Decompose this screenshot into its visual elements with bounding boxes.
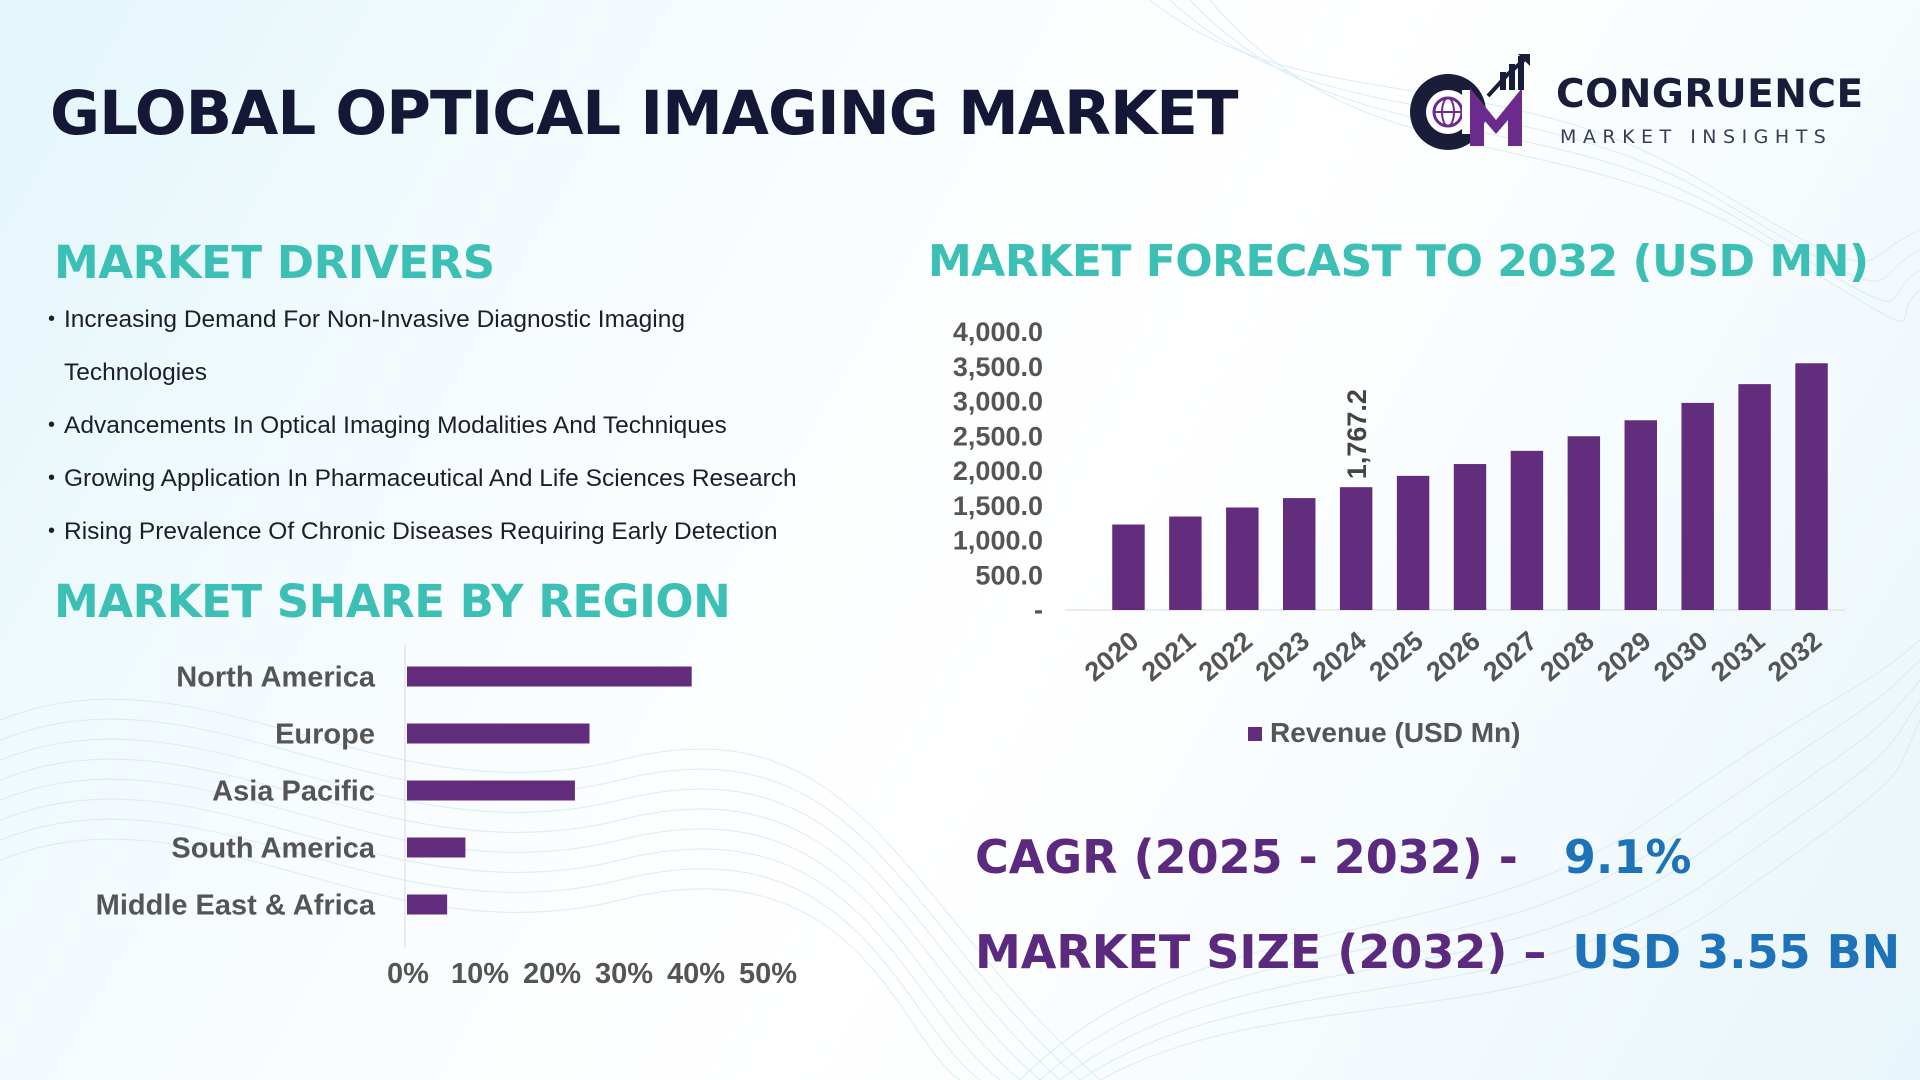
x-tick-label: 20% xyxy=(523,958,581,990)
bar xyxy=(1339,487,1373,610)
drivers-title: MARKET DRIVERS xyxy=(54,236,495,289)
bar xyxy=(407,666,692,687)
logo-tagline: MARKET INSIGHTS xyxy=(1560,126,1833,148)
market-size-kpi: MARKET SIZE (2032) – USD 3.55 BN xyxy=(975,925,1900,979)
y-tick-label: 2,500.0 xyxy=(953,421,1043,451)
y-tick-label: 1,000.0 xyxy=(953,526,1043,556)
cagr-value: 9.1% xyxy=(1563,830,1692,884)
data-label: 1,767.2 xyxy=(1342,389,1372,479)
x-tick-label: 2032 xyxy=(1762,626,1827,688)
y-tick-label: 3,000.0 xyxy=(953,387,1043,417)
x-tick-label: 2025 xyxy=(1364,626,1429,688)
y-tick-label: 1,500.0 xyxy=(953,491,1043,521)
legend-label: Revenue (USD Mn) xyxy=(1270,717,1520,748)
driver-item: Advancements In Optical Imaging Modaliti… xyxy=(48,399,928,452)
bar xyxy=(1624,420,1657,610)
drivers-list: Increasing Demand For Non-Invasive Diagn… xyxy=(48,293,928,558)
bar xyxy=(1795,363,1828,610)
logo-name: CONGRUENCE xyxy=(1556,72,1864,117)
bar xyxy=(1567,436,1601,610)
bar xyxy=(407,780,575,801)
driver-item: Increasing Demand For Non-Invasive Diagn… xyxy=(48,293,824,399)
y-tick-label: 2,000.0 xyxy=(953,456,1043,486)
category-label: South America xyxy=(171,833,375,865)
x-tick-label: 50% xyxy=(739,958,797,990)
bar xyxy=(407,894,448,915)
bar xyxy=(1169,516,1202,610)
driver-item: Growing Application In Pharmaceutical An… xyxy=(48,452,928,505)
category-label: Asia Pacific xyxy=(212,776,375,808)
x-tick-label: 2024 xyxy=(1307,626,1372,688)
x-tick-label: 2031 xyxy=(1705,626,1770,688)
bar xyxy=(1283,498,1316,610)
forecast-title: MARKET FORECAST TO 2032 (USD MN) xyxy=(928,236,1869,287)
x-tick-label: 2027 xyxy=(1477,626,1542,688)
x-tick-label: 40% xyxy=(667,958,725,990)
bar xyxy=(407,837,466,858)
x-tick-label: 2029 xyxy=(1591,626,1656,688)
market-size-label: MARKET SIZE (2032) – xyxy=(975,925,1547,979)
cagr-label: CAGR (2025 - 2032) - xyxy=(975,830,1518,884)
company-logo: CONGRUENCE MARKET INSIGHTS xyxy=(1400,50,1870,160)
legend-swatch xyxy=(1248,727,1262,741)
y-tick-label: - xyxy=(1034,595,1043,625)
category-label: Middle East & Africa xyxy=(96,890,376,922)
x-tick-label: 2030 xyxy=(1648,626,1713,688)
logo-emblem-icon xyxy=(1410,54,1530,150)
category-label: North America xyxy=(176,662,376,694)
bar xyxy=(1738,384,1771,610)
bar xyxy=(1681,402,1714,610)
y-tick-label: 4,000.0 xyxy=(953,317,1043,347)
page-title: GLOBAL OPTICAL IMAGING MARKET xyxy=(50,78,1239,149)
category-label: Europe xyxy=(275,719,375,751)
x-tick-label: 10% xyxy=(451,958,509,990)
cagr-kpi: CAGR (2025 - 2032) - 9.1% xyxy=(975,830,1691,884)
forecast-bar-chart: - 500.0 1,000.0 1,500.0 2,000.0 2,500.0 3,000.… xyxy=(953,317,1845,748)
bar xyxy=(1226,507,1259,610)
x-tick-label: 30% xyxy=(595,958,653,990)
y-tick-label: 3,500.0 xyxy=(953,352,1043,382)
bar xyxy=(1396,475,1430,610)
market-size-value: USD 3.55 BN xyxy=(1572,925,1901,979)
bar xyxy=(407,723,590,744)
x-tick-label: 2028 xyxy=(1534,626,1599,688)
bar xyxy=(1453,464,1487,610)
bar xyxy=(1510,450,1544,610)
region-title: MARKET SHARE BY REGION xyxy=(54,575,731,628)
driver-item: Rising Prevalence Of Chronic Diseases Re… xyxy=(48,505,928,558)
region-bar-chart: North America Europe Asia Pacific South Ame… xyxy=(96,645,797,990)
x-tick-label: 2023 xyxy=(1250,626,1315,688)
bar xyxy=(1112,524,1145,610)
x-tick-label: 0% xyxy=(387,958,429,990)
x-tick-label: 2021 xyxy=(1136,626,1201,688)
x-tick-label: 2020 xyxy=(1079,626,1144,688)
x-tick-label: 2022 xyxy=(1193,626,1258,688)
y-tick-label: 500.0 xyxy=(975,560,1043,590)
x-tick-label: 2026 xyxy=(1421,626,1486,688)
